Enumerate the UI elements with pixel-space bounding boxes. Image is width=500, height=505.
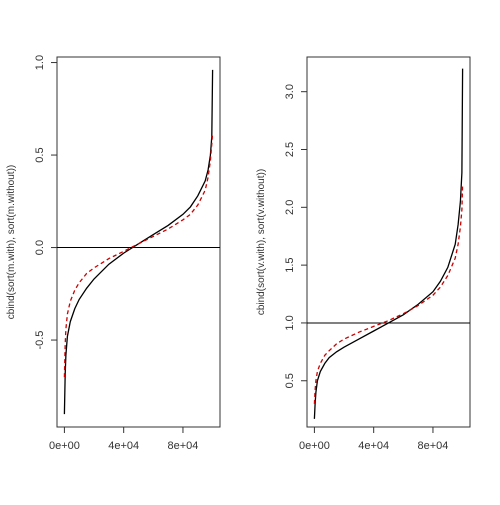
y-tick-label: 1.0 <box>284 315 296 330</box>
plot-frame <box>56 56 221 428</box>
plot-frame <box>306 56 471 428</box>
x-tick-label: 8e+04 <box>168 440 199 452</box>
y-tick-label: 0.5 <box>34 147 46 162</box>
x-tick-label: 0e+00 <box>299 440 330 452</box>
series-line-2 <box>63 132 214 378</box>
x-tick-label: 4e+04 <box>108 440 139 452</box>
chart-panel-1: 0e+00 4e+04 8e+04 -0.5 0.0 0.5 1.0 cbind(sort(m… <box>6 55 221 452</box>
series-line-1 <box>313 68 464 419</box>
series-line-1 <box>63 69 214 415</box>
y-tick-label: -0.5 <box>34 331 46 350</box>
y-tick-label: 3.0 <box>284 84 296 99</box>
y-tick-label: 2.5 <box>284 142 296 157</box>
y-tick-label: 1.0 <box>34 55 46 70</box>
x-tick-label: 8e+04 <box>418 440 449 452</box>
x-tick-label: 4e+04 <box>358 440 389 452</box>
y-tick-label: 2.0 <box>284 200 296 215</box>
y-tick-label: 0.0 <box>34 240 46 255</box>
x-tick-label: 0e+00 <box>49 440 80 452</box>
y-axis-title: cbind(sort(m.with), sort(m.without)) <box>6 165 17 319</box>
y-tick-label: 1.5 <box>284 257 296 272</box>
y-axis-title: cbind(sort(v.with), sort(v.without)) <box>256 169 267 315</box>
chart-panel-2: 0e+00 4e+04 8e+04 0.5 1.0 1.5 2.0 2.5 3.0 cbind(s… <box>256 56 471 452</box>
y-tick-label: 0.5 <box>284 373 296 388</box>
series-line-2 <box>313 184 464 404</box>
